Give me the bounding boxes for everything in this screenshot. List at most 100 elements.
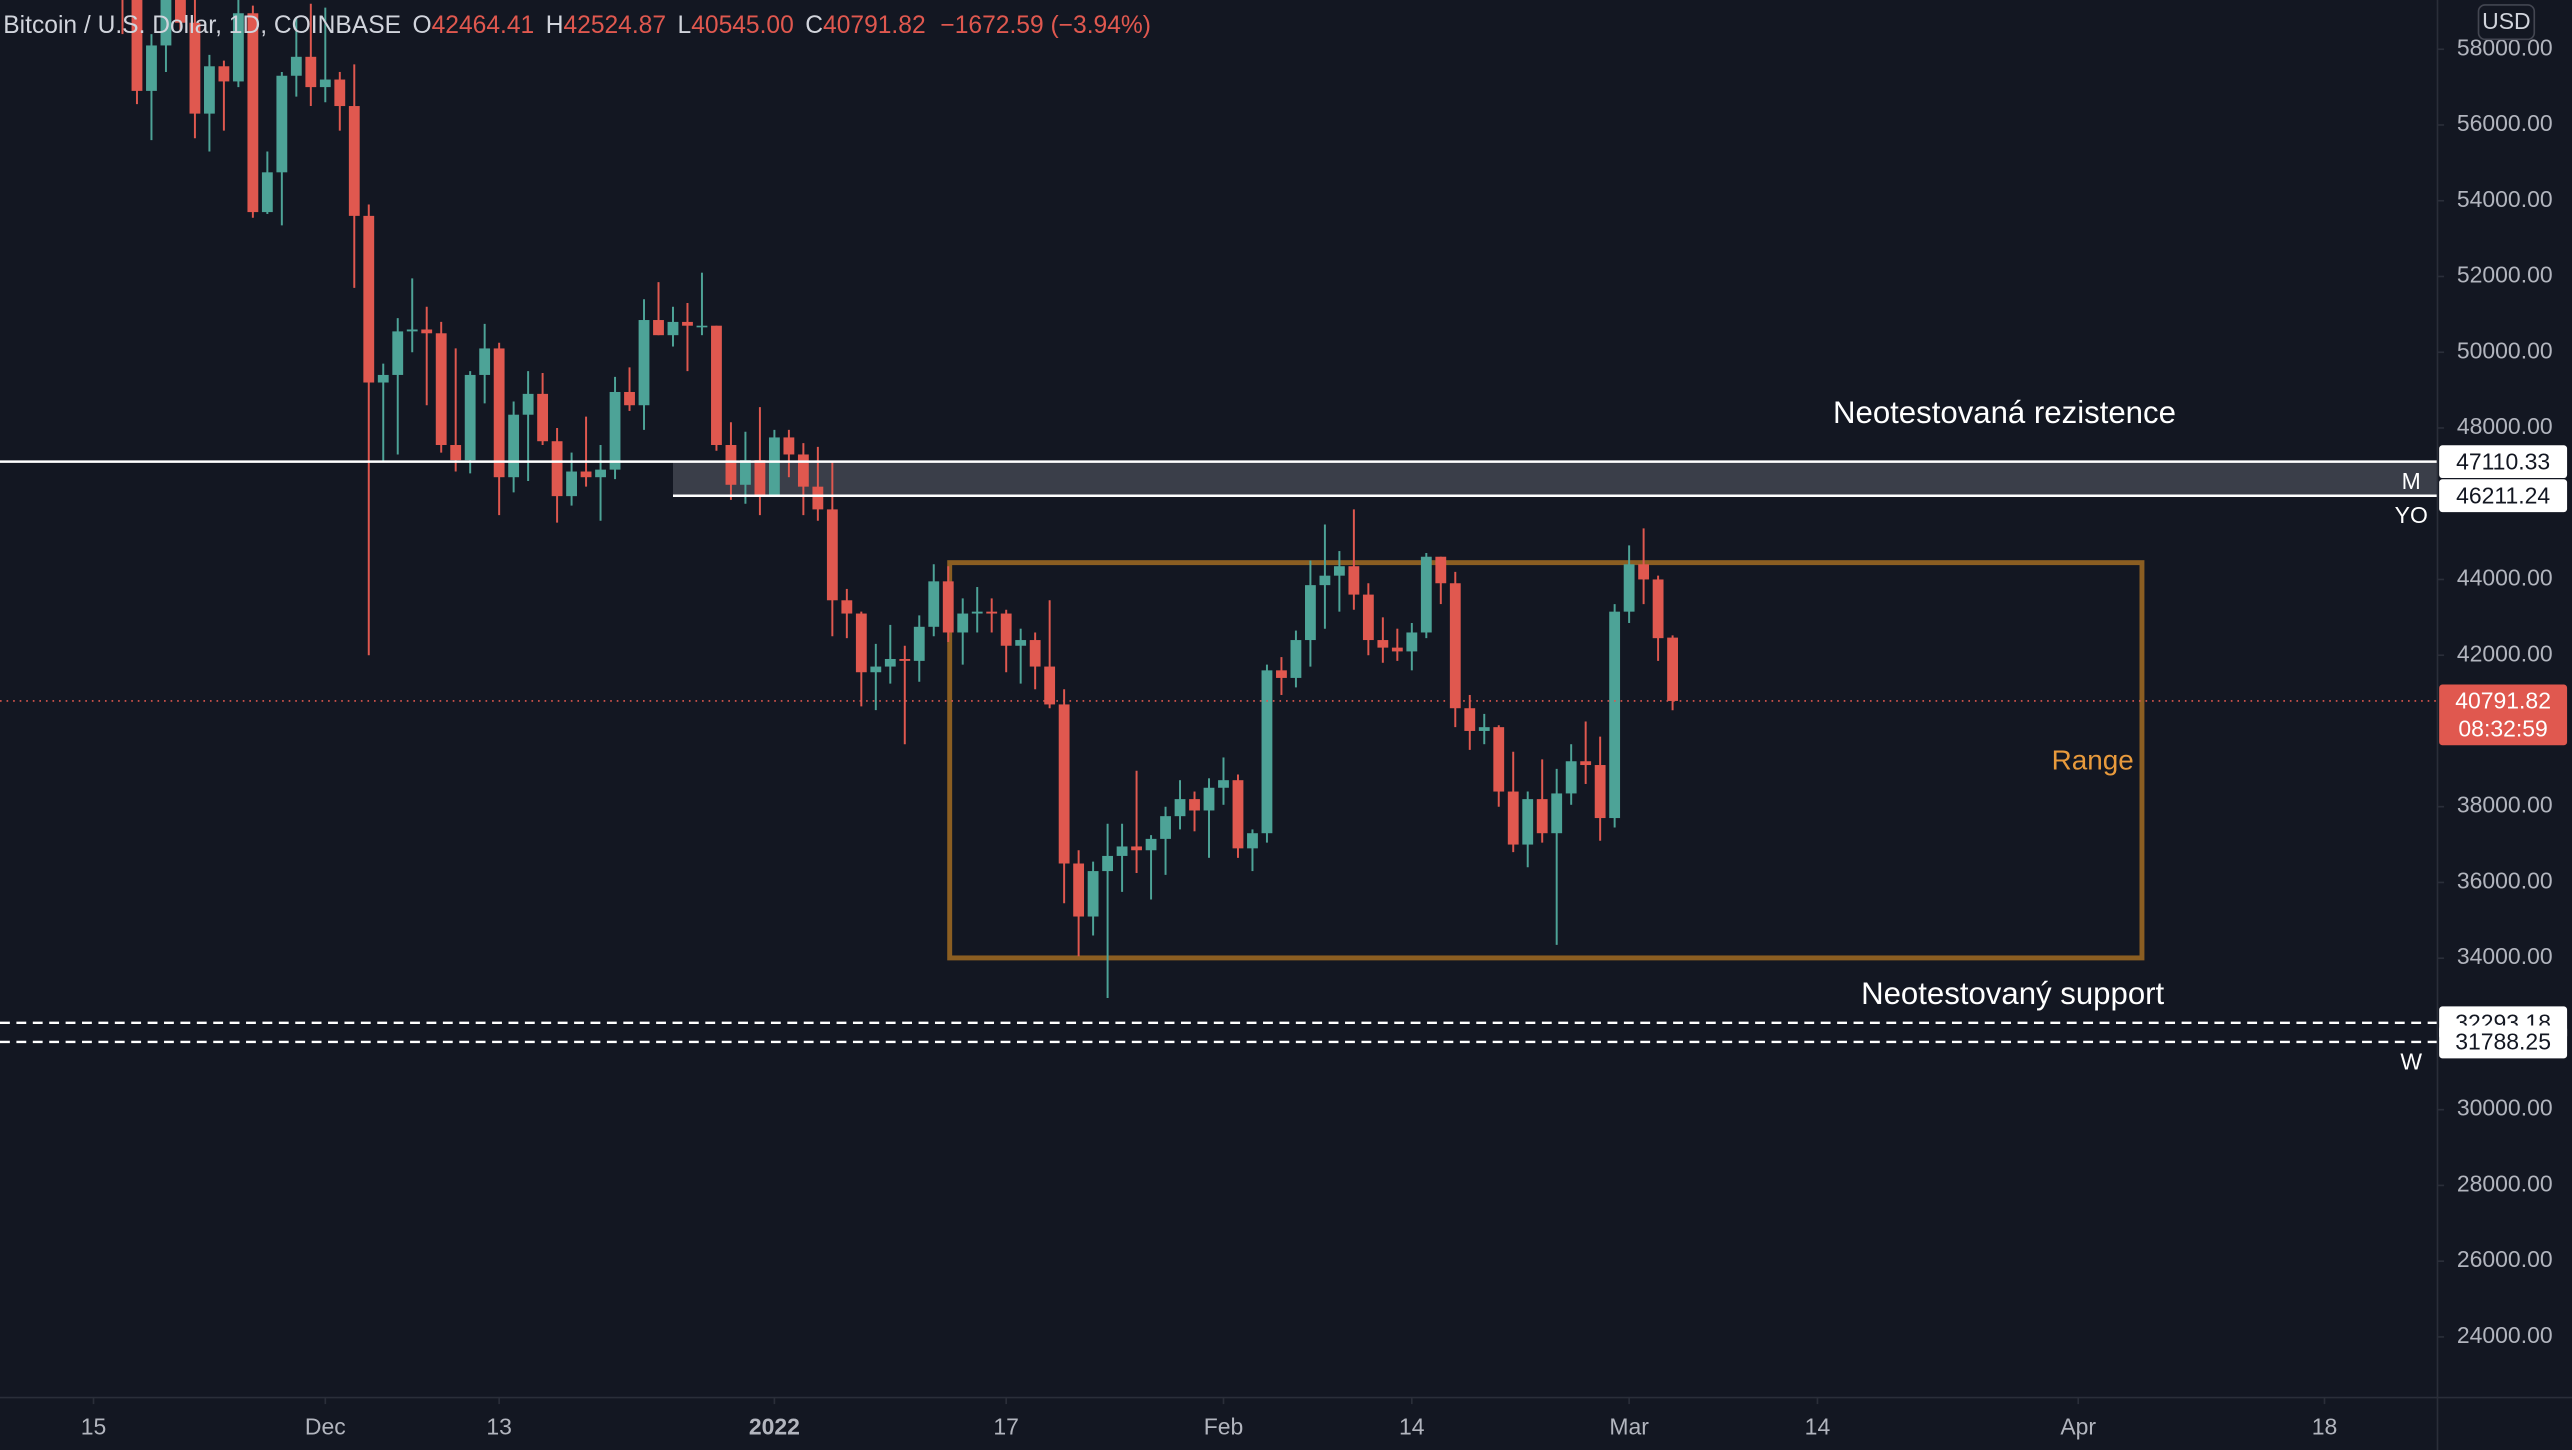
candle-body (913, 626, 925, 661)
candle-body (1087, 871, 1099, 917)
price-tag-label: 31788.25 (2455, 1029, 2551, 1055)
candles (121, 0, 1678, 998)
currency[interactable]: USD (2482, 8, 2530, 34)
candle-body (1044, 666, 1056, 705)
candle-body (928, 581, 940, 627)
candle-body (1594, 765, 1606, 819)
candle-body (1362, 594, 1374, 641)
x-tick-label: 13 (486, 1414, 512, 1440)
candle-body (1160, 816, 1171, 839)
candle-body (1073, 863, 1085, 917)
x-tick-label: 18 (2312, 1414, 2338, 1440)
candle-body (1391, 647, 1403, 652)
candle-body (377, 374, 389, 383)
candle-body (508, 414, 520, 478)
price-tag (2439, 479, 2568, 513)
candle-body (348, 106, 360, 216)
candle-body (797, 454, 809, 487)
x-tick-label: Dec (305, 1414, 346, 1440)
candle-body (1464, 708, 1476, 731)
x-tick-label: 14 (1399, 1414, 1425, 1440)
candle-body (1261, 670, 1273, 834)
x-tick-label: 15 (81, 1414, 107, 1440)
candle-body (146, 45, 157, 91)
candle-body (537, 393, 549, 442)
candle-body (899, 658, 911, 661)
candle-body (189, 22, 201, 114)
shaded-zone (672, 461, 2438, 496)
candle-body (551, 441, 563, 497)
y-tick-label: 30000.00 (2457, 1095, 2553, 1121)
candle-body (624, 391, 635, 406)
candle-body (855, 613, 867, 673)
candle-body (1522, 799, 1534, 845)
candle-body (725, 445, 737, 485)
y-tick-label: 48000.00 (2457, 413, 2553, 439)
ohlc-key: C (805, 12, 823, 39)
candle-body (392, 331, 404, 375)
candle-body (363, 215, 375, 383)
candle-body (232, 13, 244, 82)
candle-body (1623, 564, 1635, 612)
candle-body (1029, 640, 1041, 667)
candle-body (609, 391, 621, 470)
candle-body (696, 325, 708, 328)
price-tag-label: 47110.33 (2456, 448, 2550, 474)
y-tick-label: 54000.00 (2457, 186, 2553, 212)
candle-body (1551, 793, 1563, 834)
candle-body (1652, 579, 1664, 639)
y-tick-label: 42000.00 (2457, 640, 2553, 666)
level-tag: W (2400, 1048, 2422, 1074)
candle-body (1015, 640, 1027, 646)
candle-body (1536, 799, 1548, 834)
candle-body (1102, 855, 1114, 872)
ohlc-value: 40545.00 (691, 12, 794, 39)
candle-body (1667, 637, 1678, 701)
candle-body (1580, 761, 1592, 766)
candle-body (783, 437, 795, 455)
ohlc-key: O (413, 12, 432, 39)
symbol: Bitcoin / U.S. Dollar, 1D, COINBASE (3, 12, 401, 39)
candle-body (464, 374, 476, 461)
candle-body (638, 320, 650, 406)
candle-body (653, 320, 664, 336)
candle-body (942, 581, 954, 633)
candle-body (406, 329, 418, 332)
range-label: Range (2052, 744, 2134, 775)
candle-body (1319, 575, 1331, 586)
candle-body (1609, 611, 1621, 819)
candle-body (1189, 799, 1200, 811)
axes: 58000.0056000.0054000.0052000.0050000.00… (81, 34, 2553, 1439)
ohlc-value: 42524.87 (563, 12, 666, 39)
y-tick-label: 26000.00 (2457, 1246, 2553, 1272)
y-tick-label: 24000.00 (2457, 1322, 2553, 1348)
candle-body (1058, 704, 1070, 864)
ohlc-value: 42464.41 (432, 12, 535, 39)
candle-body (435, 333, 447, 446)
ohlc-value: 40791.82 (823, 12, 926, 39)
candle-body (841, 600, 853, 614)
x-tick-label: Mar (1609, 1414, 1649, 1440)
candle-body (218, 66, 230, 82)
candle-body (1247, 833, 1258, 849)
currency-box[interactable] (2477, 4, 2536, 41)
y-tick-label: 50000.00 (2457, 337, 2553, 363)
candle-body (1290, 640, 1302, 678)
x-tick-label: Feb (1204, 1414, 1244, 1440)
candle-body (812, 486, 824, 510)
candle-body (957, 613, 969, 633)
y-tick-label: 36000.00 (2457, 868, 2553, 894)
candle-body (247, 13, 259, 213)
candle-body (1507, 791, 1519, 845)
candle-body (754, 460, 766, 497)
candle-body (971, 611, 983, 614)
candle-body (1174, 799, 1186, 817)
x-tick-label: 17 (993, 1414, 1019, 1440)
ohlc-key: H (546, 12, 564, 39)
candle-body (305, 56, 317, 88)
y-tick-label: 38000.00 (2457, 792, 2553, 818)
y-tick-label: 44000.00 (2457, 565, 2553, 591)
level-tag: YO (2395, 502, 2428, 528)
candle-body (1131, 846, 1142, 851)
range-box (947, 560, 2145, 961)
